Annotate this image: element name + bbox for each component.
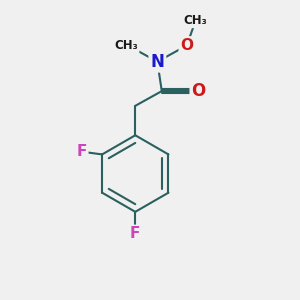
Text: F: F [130,226,140,242]
Text: CH₃: CH₃ [184,14,208,27]
Text: F: F [76,144,87,159]
Text: N: N [150,53,164,71]
Text: O: O [180,38,193,53]
Text: O: O [191,82,206,100]
Text: CH₃: CH₃ [115,39,138,52]
